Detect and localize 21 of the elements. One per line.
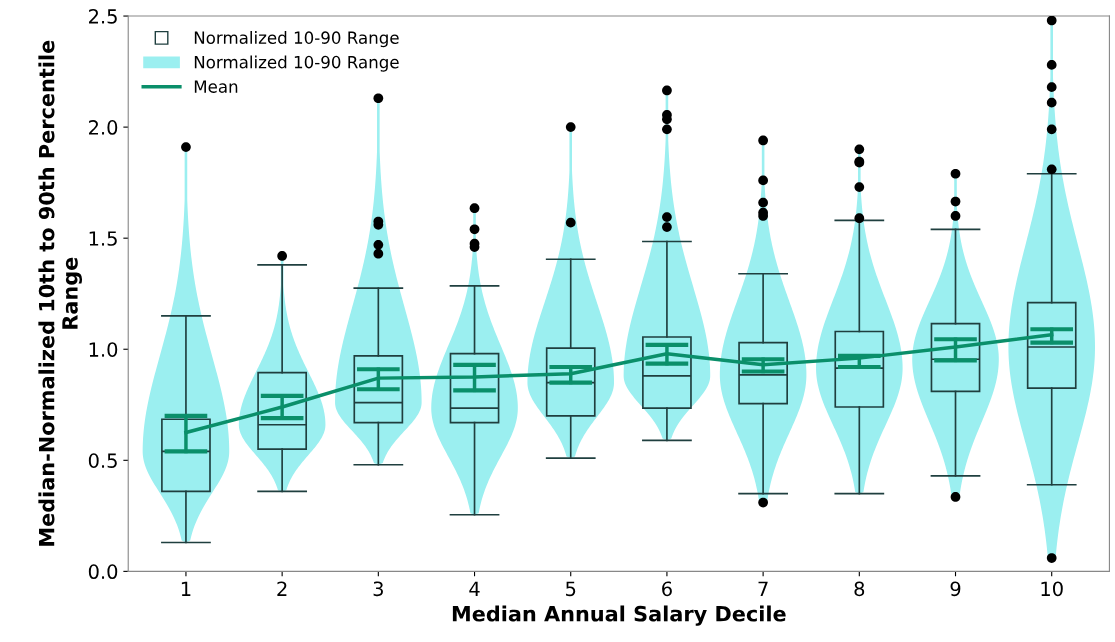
x-tick-label: 3	[373, 581, 383, 597]
x-tick-label: 5	[566, 581, 576, 597]
y-tick-label: 1.5	[89, 231, 117, 246]
y-axis-title: Median-Normalized 10th to 90th Percentile Range	[38, 40, 83, 546]
legend-label: Normalized 10-90 Range	[194, 31, 399, 48]
legend-label: Normalized 10-90 Range	[194, 55, 399, 72]
x-tick-label: 7	[758, 581, 768, 596]
y-tick-label: 1.0	[89, 342, 118, 357]
y-tick-label: 0.5	[88, 453, 117, 468]
x-tick-label: 10	[1041, 581, 1063, 597]
x-tick-label: 1	[181, 581, 191, 596]
x-tick-label: 4	[469, 581, 480, 596]
x-axis-title: Median Annual Salary Decile	[452, 605, 786, 626]
x-tick-label: 2	[277, 581, 287, 596]
y-tick-label: 2.5	[89, 9, 117, 24]
x-tick-label: 6	[662, 581, 672, 597]
x-tick-label: 9	[950, 581, 961, 597]
y-tick-label: 2.0	[89, 120, 118, 135]
y-tick-label: 0.0	[88, 564, 118, 580]
legend-label: Mean	[194, 80, 238, 93]
x-tick-label: 8	[854, 581, 865, 597]
